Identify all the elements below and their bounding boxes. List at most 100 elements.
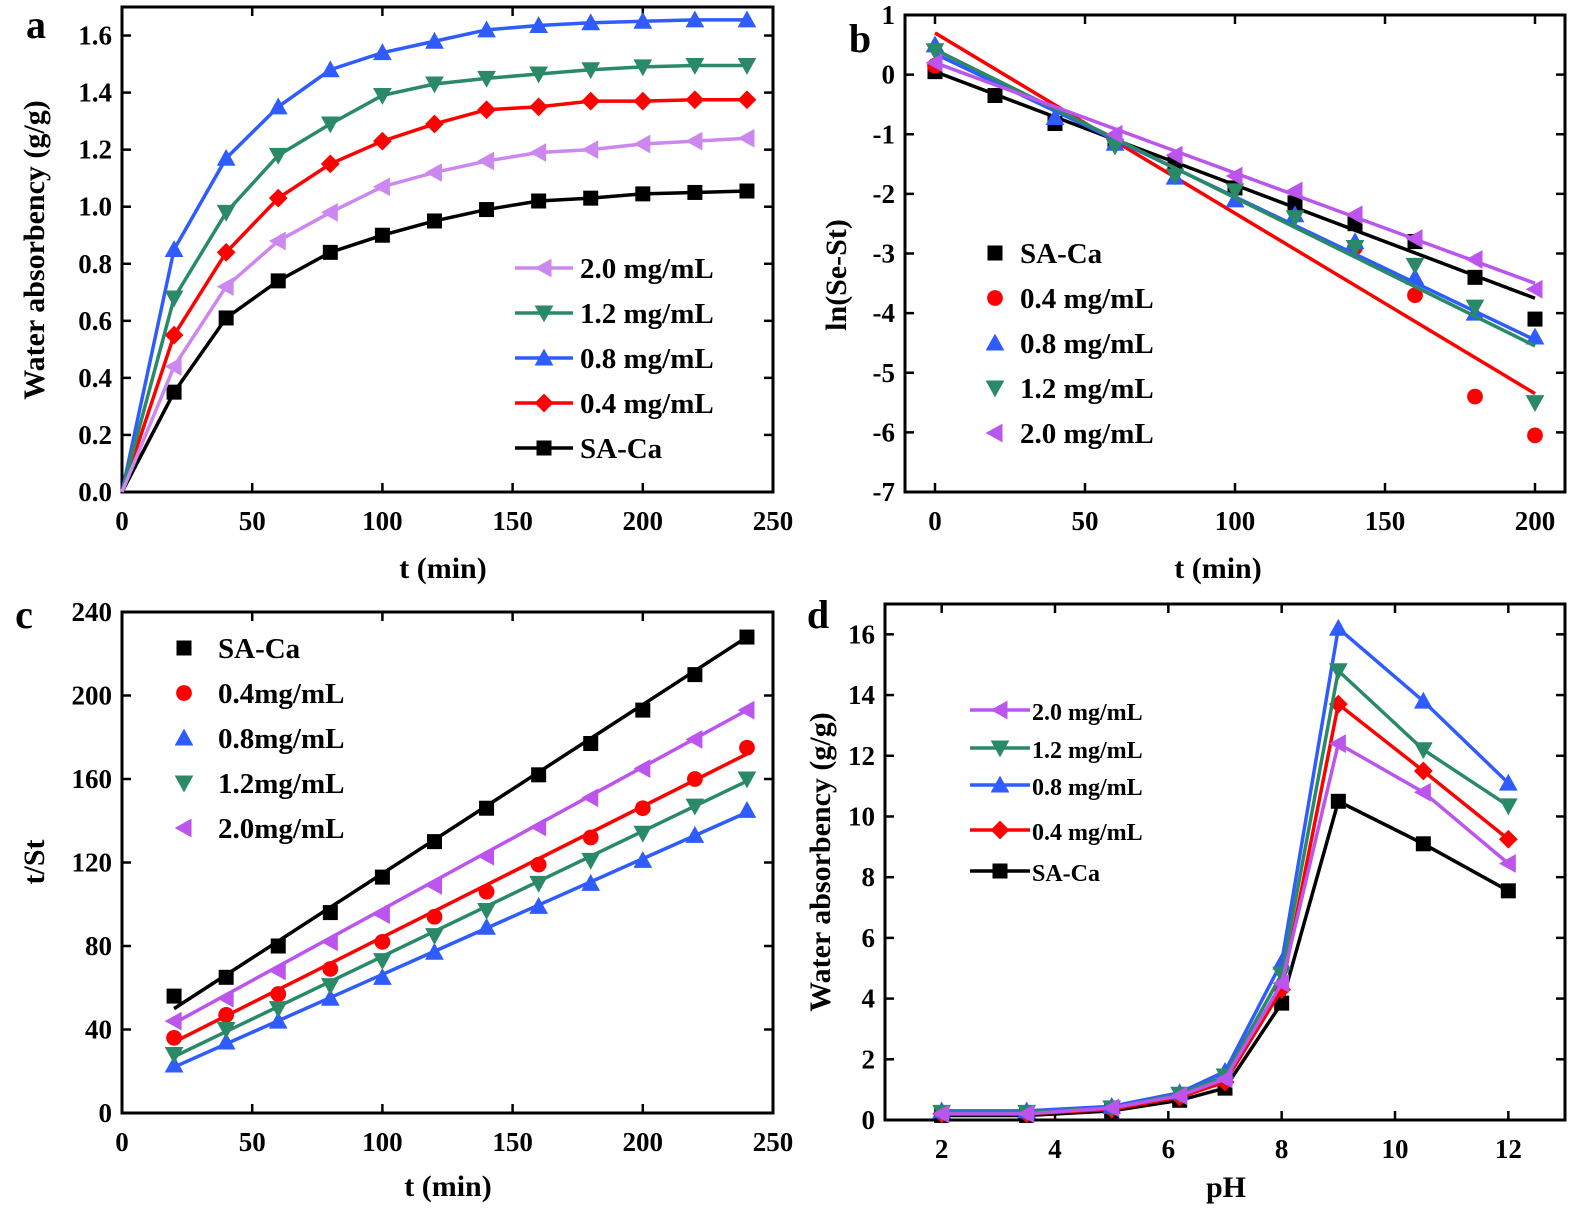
data-point <box>633 759 651 778</box>
data-point <box>216 242 236 262</box>
legend-label: SA-Ca <box>1020 238 1103 270</box>
data-point <box>1165 145 1183 165</box>
data-point <box>477 903 496 920</box>
data-point <box>373 87 392 105</box>
legend-item: SA-Ca <box>176 633 301 665</box>
data-point <box>268 1011 288 1029</box>
data-point <box>164 357 182 376</box>
data-point <box>1413 691 1433 709</box>
y-tick-label: 6 <box>862 923 876 953</box>
data-point <box>426 908 443 925</box>
x-axis-title: pH <box>1206 1171 1246 1204</box>
data-point <box>635 186 651 202</box>
data-point <box>531 193 547 209</box>
legend-label: 1.2 mg/mL <box>1020 373 1154 405</box>
legend-marker <box>534 305 554 323</box>
series-sa-ca <box>166 629 755 1011</box>
y-tick-label: 240 <box>72 597 113 627</box>
data-point <box>425 928 444 945</box>
data-point <box>685 131 703 151</box>
plot-frame <box>120 5 775 494</box>
data-point <box>166 384 182 400</box>
data-point <box>530 856 547 873</box>
legend-item: 0.8 mg/mL <box>970 775 1143 801</box>
y-tick-label: 8 <box>862 862 876 892</box>
data-point <box>164 1055 184 1073</box>
series-0-8-mg-ml <box>120 10 757 493</box>
y-tick-label: 160 <box>72 764 113 794</box>
data-point <box>164 325 184 345</box>
x-tick-label: 250 <box>753 1127 794 1157</box>
y-tick-label: 0.0 <box>78 477 112 507</box>
y-axis-title: ln(Se-St) <box>820 219 853 331</box>
data-point <box>737 800 757 818</box>
x-tick-label: 0 <box>115 1127 129 1157</box>
series-1-2-mg-ml <box>120 57 757 493</box>
y-tick-label: 1.4 <box>78 78 112 108</box>
data-point <box>737 10 757 28</box>
data-point <box>1525 279 1543 299</box>
data-point <box>529 143 547 162</box>
data-point <box>216 148 236 166</box>
x-tick-label: 0 <box>115 506 129 536</box>
y-axis-title: t/St <box>18 839 51 884</box>
data-point <box>1467 269 1483 285</box>
y-tick-label: -2 <box>873 179 896 209</box>
data-point <box>268 1001 288 1018</box>
data-point <box>633 59 653 77</box>
data-point <box>268 147 288 165</box>
x-tick-label: 100 <box>362 506 403 536</box>
data-point <box>583 190 599 206</box>
data-point <box>1328 618 1348 636</box>
y-tick-label: -5 <box>873 358 896 388</box>
data-point <box>1525 395 1545 412</box>
data-point <box>1102 1098 1120 1118</box>
data-point <box>268 188 288 208</box>
data-point <box>166 1029 182 1046</box>
data-point <box>426 834 442 850</box>
data-point <box>1045 108 1065 126</box>
series-0-4mg-ml <box>166 739 755 1046</box>
data-point <box>477 100 496 120</box>
data-point <box>477 151 495 171</box>
data-point <box>1274 995 1290 1011</box>
legend-label: 0.8 mg/mL <box>580 343 714 375</box>
data-point <box>529 16 549 34</box>
data-point <box>737 700 755 720</box>
x-tick-label: 10 <box>1382 1134 1409 1164</box>
data-point <box>218 310 234 326</box>
legend-label: 0.4 mg/mL <box>1020 283 1154 315</box>
y-tick-label: 14 <box>848 680 875 710</box>
y-tick-label: 10 <box>848 801 875 831</box>
data-point <box>1498 798 1518 816</box>
data-point <box>218 969 234 985</box>
y-tick-label: 0.6 <box>78 306 112 336</box>
data-point <box>425 163 442 182</box>
legend-item: 0.4 mg/mL <box>987 283 1154 315</box>
legend-item: 1.2mg/mL <box>174 768 344 800</box>
data-point <box>1330 793 1346 809</box>
data-point <box>320 154 340 174</box>
data-point <box>1413 761 1433 781</box>
panel-letter: c <box>15 592 33 637</box>
legend-marker <box>985 423 1003 443</box>
y-tick-label: -1 <box>873 119 896 149</box>
legend-item: 0.4 mg/mL <box>515 388 714 420</box>
legend-marker <box>992 863 1008 879</box>
plot-frame <box>883 602 1567 1122</box>
y-tick-label: -7 <box>873 477 896 507</box>
x-tick-label: 4 <box>1048 1134 1062 1164</box>
legend-label: 0.8mg/mL <box>218 723 344 755</box>
series-0-4-mg-ml <box>932 694 1518 1124</box>
data-point <box>581 62 601 80</box>
series-1-2-mg-ml <box>932 663 1518 1122</box>
legend: 2.0 mg/mL 1.2 mg/mL 0.8 mg/mL 0.4 mg/mL SA-C… <box>970 700 1143 887</box>
data-point <box>1500 883 1516 899</box>
data-point <box>425 31 444 49</box>
y-tick-label: 1 <box>882 0 896 30</box>
data-point <box>425 942 444 960</box>
data-point <box>1527 427 1543 444</box>
y-tick-label: 1.0 <box>78 192 112 222</box>
data-point <box>373 131 392 151</box>
